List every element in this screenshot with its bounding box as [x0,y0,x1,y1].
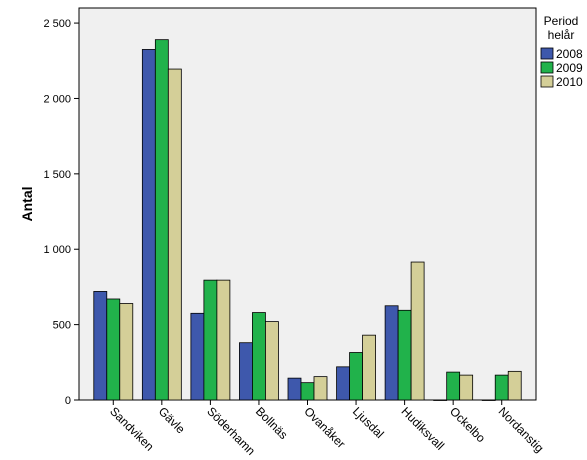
bar-2009-bollnäs [252,312,266,401]
bar-2010-gävle [167,68,182,401]
x-tick-label: Sandviken [107,404,157,454]
bar-2008-nordanstig [481,399,496,401]
x-tick-label: Hudiksvall [398,404,447,453]
bar-2010-ljusdal [362,334,376,401]
bar-2010-sandviken [119,303,134,401]
bar-2009-gävle [154,39,169,401]
bar-2009-söderhamn [203,279,218,401]
bar-2009-ovanåker [300,382,315,401]
bar-2010-nordanstig [507,370,522,401]
y-tick-label: 1 000 [43,244,71,256]
bar-2008-ovanåker [287,377,302,401]
y-tick-label: 2 500 [43,18,71,30]
x-tick-label: Söderhamn [204,404,258,458]
bar-2008-söderhamn [190,312,205,401]
bar-2008-sandviken [93,291,108,401]
y-tick-label: 1 500 [43,169,71,181]
legend-label-2009: 2009 [556,61,583,75]
bar-2009-ljusdal [349,352,363,401]
x-tick-label: Ovanåker [301,404,348,451]
bar-2009-nordanstig [494,374,509,401]
x-tick-label: Ockelbo [447,404,488,445]
bar-2009-sandviken [106,298,121,401]
bar-2009-hudiksvall [397,309,412,401]
bars-group [93,39,522,401]
y-tick-label: 2 000 [43,93,71,105]
bar-2008-ockelbo [433,399,448,401]
legend-swatch-2008 [540,47,554,60]
x-tick-label: Ljusdal [350,404,387,441]
y-axis-label: Antal [19,187,35,222]
bar-2008-hudiksvall [384,305,399,401]
x-tick-label: Nordanstig [496,404,547,455]
y-tick-label: 0 [65,395,71,407]
bar-2010-ovanåker [313,376,328,401]
legend-title-line2: helår [548,28,575,42]
bar-2008-bollnäs [239,342,253,401]
y-tick-label: 500 [53,320,71,332]
legend-swatch-2009 [540,61,554,74]
bar-2008-gävle [141,49,156,401]
bar-2010-hudiksvall [410,261,425,401]
x-tick-label: Bollnäs [253,404,291,442]
legend-title-line1: Period [544,14,579,28]
bar-2010-ockelbo [459,374,474,401]
y-axis: 0 500 1 000 1 500 2 000 2 500 [43,18,79,407]
legend-label-2010: 2010 [556,75,583,89]
bar-2009-ockelbo [446,371,461,401]
bar-2010-bollnäs [265,321,279,401]
bar-2008-ljusdal [336,366,350,401]
legend-swatch-2010 [540,75,554,88]
legend-label-2008: 2008 [556,47,583,61]
x-tick-label: Gävle [156,404,188,436]
bar-2010-söderhamn [216,279,231,401]
